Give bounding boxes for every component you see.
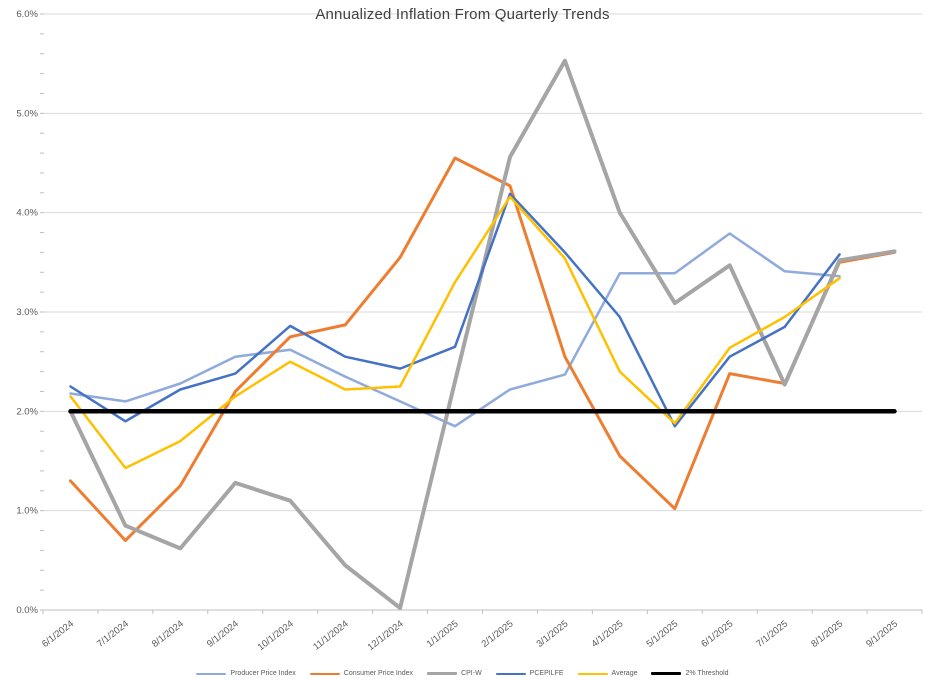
- y-axis-tick-label: 2.0%: [16, 406, 38, 417]
- legend-line-swatch: [196, 672, 227, 675]
- x-axis-tick-label: 7/1/2024: [95, 618, 131, 649]
- y-axis-tick-label: 4.0%: [16, 208, 38, 219]
- legend-line-swatch: [651, 672, 682, 675]
- legend-line-swatch: [309, 672, 340, 675]
- y-axis-tick-label: 6.0%: [16, 9, 38, 20]
- chart-legend: Producer Price Index Consumer Price Index…: [0, 670, 925, 677]
- x-axis-tick-label: 6/1/2025: [699, 618, 735, 649]
- legend-label: 2% Threshold: [685, 670, 729, 677]
- legend-item-producer-price-index[interactable]: Producer Price Index: [196, 670, 296, 677]
- y-axis-tick-label: 1.0%: [16, 506, 38, 517]
- x-axis-tick-label: 7/1/2025: [754, 618, 790, 649]
- legend-line-swatch: [427, 672, 458, 675]
- y-axis-tick-label: 0.0%: [16, 605, 38, 616]
- legend-item-consumer-price-index[interactable]: Consumer Price Index: [309, 670, 414, 677]
- series-line-producer-price-index: [69, 232, 841, 428]
- legend-item-cpi-w[interactable]: CPI-W: [427, 670, 482, 677]
- x-axis-tick-label: 9/1/2024: [205, 618, 241, 649]
- x-axis-tick-label: 11/1/2024: [311, 618, 351, 652]
- series-line-pcepilfe: [69, 192, 841, 428]
- legend-label: Average: [611, 670, 638, 677]
- x-axis-tick-label: 6/1/2024: [40, 618, 76, 649]
- plot-area: 0.0% 1.0% 2.0% 3.0% 4.0% 5.0% 6.0% 6/1/2024 7/1/…: [16, 9, 923, 653]
- legend-item-average[interactable]: Average: [577, 670, 638, 677]
- chart-title: Annualized Inflation From Quarterly Tren…: [315, 6, 610, 23]
- x-axis-tick-label: 3/1/2025: [535, 618, 571, 649]
- x-axis-tick-label: 9/1/2025: [864, 618, 900, 649]
- legend-item-2-threshold[interactable]: 2% Threshold: [651, 670, 729, 677]
- x-axis-tick-label: 10/1/2024: [256, 618, 296, 653]
- x-axis-tick-label: 4/1/2025: [589, 618, 625, 649]
- legend-line-swatch: [495, 672, 526, 675]
- x-axis-tick-label: 8/1/2024: [150, 618, 186, 649]
- legend-label: CPI-W: [461, 670, 482, 677]
- y-axis-tick-label: 3.0%: [16, 307, 38, 318]
- x-axis-tick-label: 8/1/2025: [809, 618, 845, 649]
- x-axis-tick-label: 5/1/2025: [644, 618, 680, 649]
- legend-label: PCEPILFE: [529, 670, 564, 677]
- legend-line-swatch: [577, 672, 608, 675]
- x-axis-tick-label: 12/1/2024: [366, 618, 406, 653]
- x-axis-tick-label: 1/1/2025: [425, 618, 461, 649]
- legend-label: Producer Price Index: [230, 670, 296, 677]
- legend-label: Consumer Price Index: [343, 670, 414, 677]
- series-line-consumer-price-index: [69, 156, 896, 542]
- legend-item-pcepilfe[interactable]: PCEPILFE: [495, 670, 564, 677]
- x-axis-tick-label: 2/1/2025: [480, 618, 516, 649]
- series-line-average: [69, 195, 841, 470]
- y-axis-tick-label: 5.0%: [16, 108, 38, 119]
